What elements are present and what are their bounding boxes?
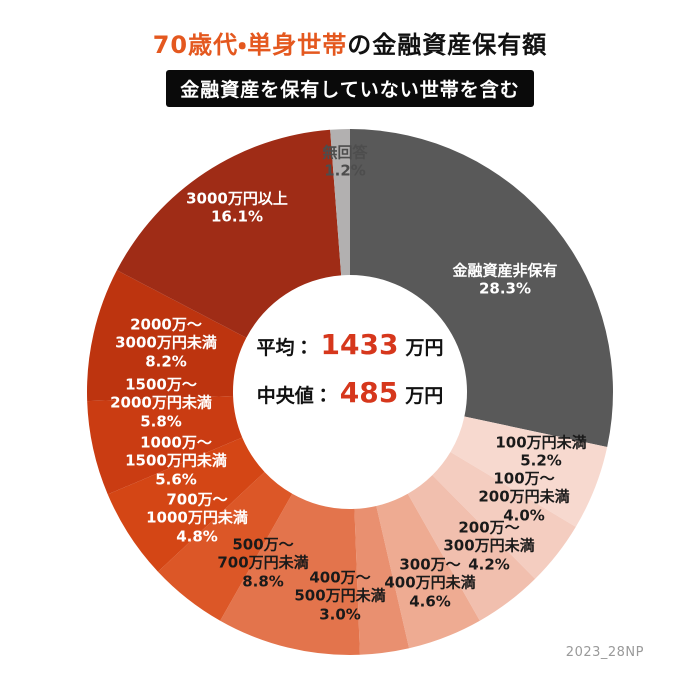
pie-slice-12 bbox=[330, 129, 350, 276]
center-stats: 平均： 1433 万円 中央値： 485 万円 bbox=[257, 328, 444, 409]
pie-slice-0 bbox=[350, 129, 613, 448]
subtitle-badge: 金融資産を保有していない世帯を含む bbox=[166, 70, 534, 107]
average-label: 平均： bbox=[256, 337, 314, 359]
footnote: 2023_28NP bbox=[565, 645, 644, 660]
median-unit: 万円 bbox=[405, 385, 444, 407]
page-title: 70歳代・単身世帯の金融資産保有額 bbox=[0, 25, 700, 60]
average-unit: 万円 bbox=[405, 337, 444, 359]
pie-slice-7 bbox=[157, 471, 293, 621]
pie-slice-4 bbox=[376, 493, 480, 649]
pie-slice-2 bbox=[432, 451, 576, 579]
median-value: 485 bbox=[339, 376, 399, 409]
pie-slice-3 bbox=[407, 475, 536, 621]
title-rest: の金融資産保有額 bbox=[347, 31, 548, 59]
title-highlight: 70歳代・単身世帯 bbox=[152, 31, 348, 59]
average-value: 1433 bbox=[320, 328, 399, 361]
subtitle-wrap: 金融資産を保有していない世帯を含む bbox=[0, 70, 700, 107]
pie-slice-8 bbox=[107, 437, 265, 572]
pie-slice-9 bbox=[87, 396, 243, 495]
pie-slice-1 bbox=[450, 416, 608, 527]
median-row: 中央値： 485 万円 bbox=[257, 376, 444, 409]
pie-slice-5 bbox=[354, 506, 410, 655]
median-label: 中央値： bbox=[256, 385, 333, 407]
pie-slice-11 bbox=[116, 129, 342, 338]
pie-slice-6 bbox=[220, 493, 360, 655]
average-row: 平均： 1433 万円 bbox=[257, 328, 444, 361]
pie-slice-10 bbox=[87, 270, 247, 402]
